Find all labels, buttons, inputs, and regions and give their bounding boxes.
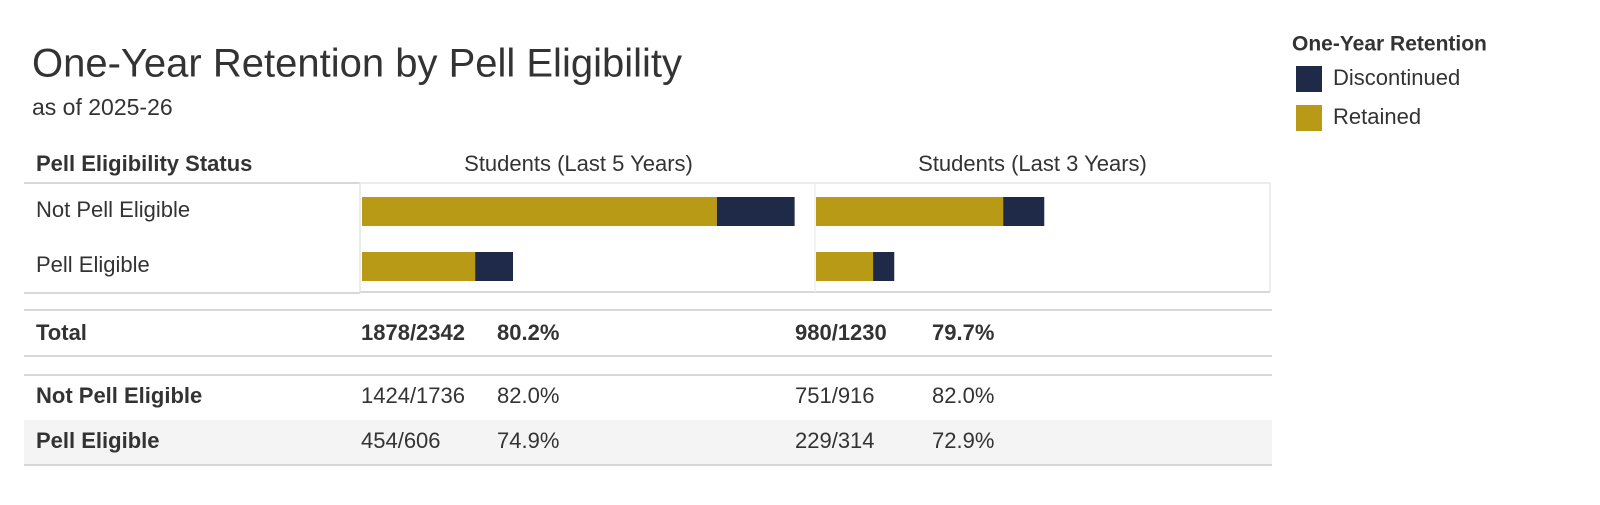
table-cell: 1424/1736 [361, 383, 465, 408]
row-label: Not Pell Eligible [36, 383, 202, 408]
table-cell: 82.0% [932, 383, 994, 408]
legend-label: Retained [1333, 104, 1421, 129]
legend-swatch [1296, 105, 1322, 131]
table-cell: 82.0% [497, 383, 559, 408]
row-header: Pell Eligibility Status [36, 151, 252, 176]
table-cell: 79.7% [932, 320, 994, 345]
table-cell: 751/916 [795, 383, 875, 408]
row-label: Pell Eligible [36, 428, 159, 453]
bar-segment [362, 197, 717, 226]
category-label: Not Pell Eligible [36, 197, 190, 222]
legend-label: Discontinued [1333, 65, 1460, 90]
row-label: Total [36, 320, 87, 345]
panel-title: Students (Last 5 Years) [464, 151, 693, 176]
legend-swatch [1296, 66, 1322, 92]
table-cell: 1878/2342 [361, 320, 465, 345]
bar-segment [816, 197, 1004, 226]
bar-segment [816, 252, 874, 281]
table-cell: 980/1230 [795, 320, 887, 345]
table-cell: 72.9% [932, 428, 994, 453]
row-band [24, 420, 1272, 465]
bar-segment [475, 252, 514, 281]
table-cell: 229/314 [795, 428, 875, 453]
table-cell: 74.9% [497, 428, 559, 453]
chart-title: One-Year Retention by Pell Eligibility [32, 42, 682, 86]
panel-title: Students (Last 3 Years) [918, 151, 1147, 176]
bar-segment [873, 252, 895, 281]
chart-subtitle: as of 2025-26 [32, 94, 173, 120]
category-label: Pell Eligible [36, 252, 150, 277]
table-cell: 80.2% [497, 320, 559, 345]
bar-segment [716, 197, 795, 226]
legend-title: One-Year Retention [1292, 33, 1487, 56]
table-cell: 454/606 [361, 428, 441, 453]
bar-segment [1003, 197, 1045, 226]
bar-segment [362, 252, 476, 281]
